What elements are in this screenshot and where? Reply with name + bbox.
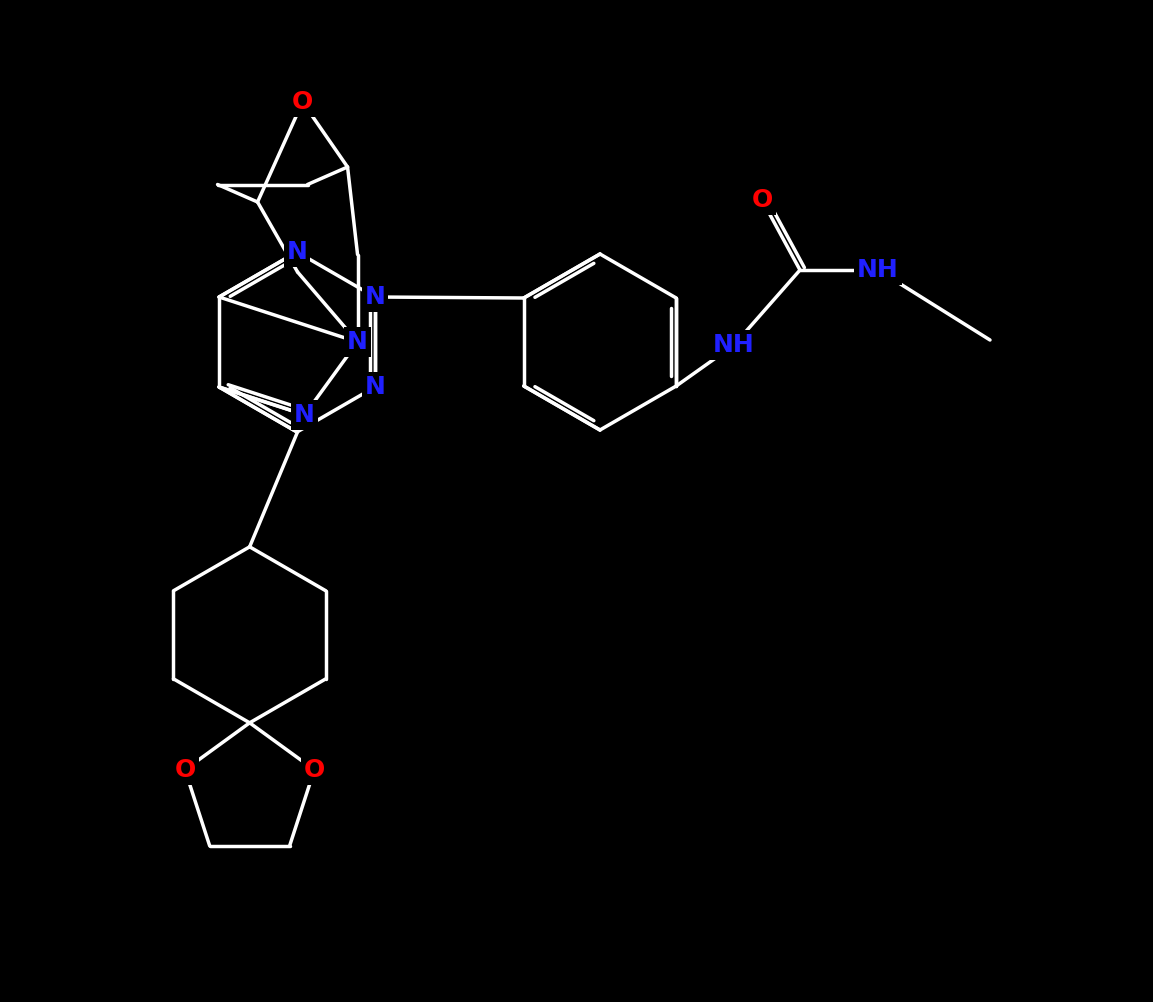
Text: O: O — [174, 758, 196, 782]
Text: N: N — [287, 240, 308, 264]
Text: O: O — [303, 758, 325, 782]
Text: N: N — [364, 375, 385, 399]
Text: N: N — [347, 330, 368, 354]
Text: N: N — [364, 285, 385, 309]
Text: NH: NH — [857, 258, 899, 282]
Text: NH: NH — [713, 333, 755, 357]
Text: N: N — [294, 403, 315, 427]
Text: O: O — [752, 188, 773, 212]
Text: O: O — [292, 90, 314, 114]
